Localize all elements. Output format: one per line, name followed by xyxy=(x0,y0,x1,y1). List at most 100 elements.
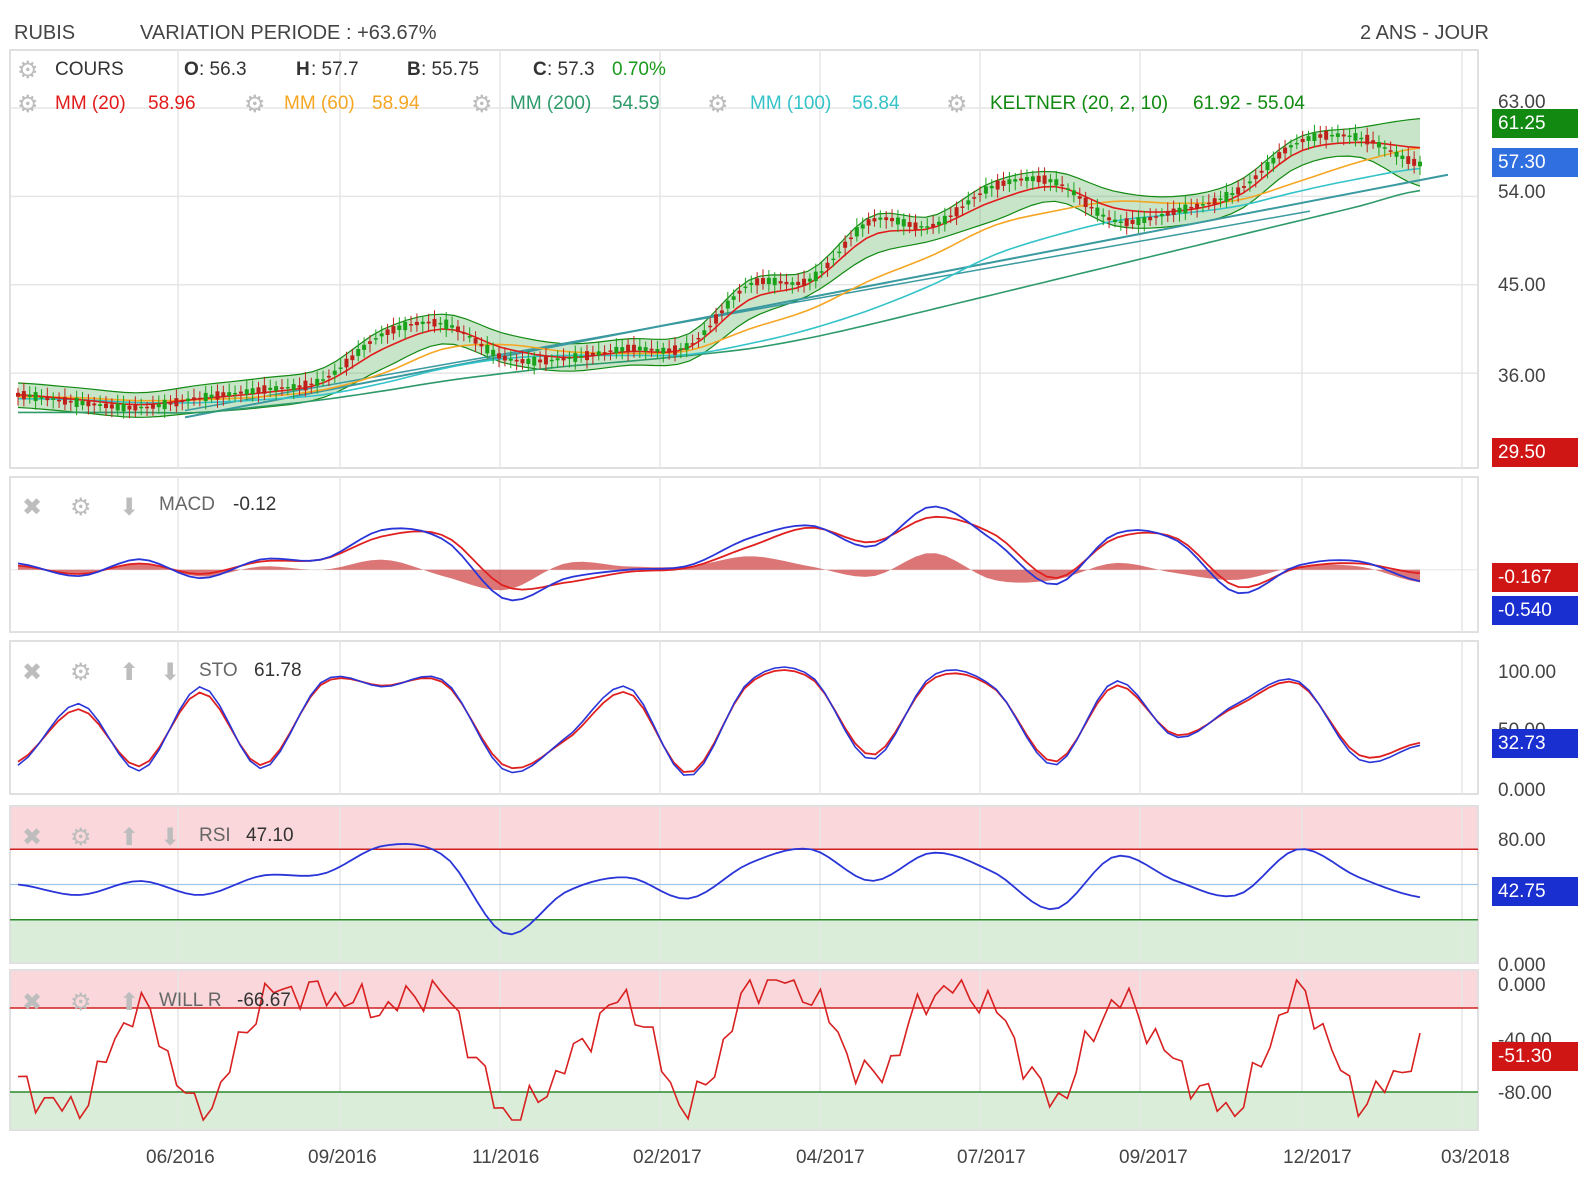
candle-body xyxy=(303,380,308,391)
mm20-value: 58.96 xyxy=(148,93,196,114)
candle-body xyxy=(285,387,290,389)
arrow-up-icon[interactable]: ⬆ xyxy=(119,823,140,851)
gear-icon[interactable]: ⚙ xyxy=(471,90,493,118)
candle-body xyxy=(92,403,97,406)
cours-label: COURS xyxy=(55,59,124,80)
close-icon[interactable]: ✖ xyxy=(22,988,43,1016)
mm200-label: MM (200) xyxy=(510,93,592,114)
gear-icon[interactable]: ⚙ xyxy=(17,90,39,118)
price-tick: 36.00 xyxy=(1498,366,1546,387)
gear-icon[interactable]: ⚙ xyxy=(946,90,968,118)
candle-body xyxy=(913,222,918,230)
candle-body xyxy=(948,215,953,218)
candle-body xyxy=(972,197,977,199)
willr-tick: 0.000 xyxy=(1498,975,1546,996)
candle-body xyxy=(1312,133,1317,141)
arrow-up-icon[interactable]: ⬆ xyxy=(119,658,140,686)
candle-body xyxy=(520,359,525,364)
candle-body xyxy=(455,326,460,332)
high-value: : 57.7 xyxy=(311,59,359,80)
candle-body xyxy=(426,321,431,324)
arrow-down-icon[interactable]: ⬇ xyxy=(160,823,181,851)
candle-body xyxy=(1371,140,1376,144)
candle-body xyxy=(168,403,173,405)
candle-body xyxy=(1130,219,1135,225)
candle-body xyxy=(872,218,877,222)
candle-body xyxy=(1347,135,1352,138)
candle-body xyxy=(350,355,355,361)
candle-body xyxy=(608,350,613,352)
period-selector[interactable]: 2 ANS - JOUR xyxy=(1360,22,1489,44)
close-icon[interactable]: ✖ xyxy=(22,658,43,686)
willr-oversold-zone xyxy=(11,1092,1477,1129)
candle-body xyxy=(1083,197,1088,208)
candle-body xyxy=(514,359,519,362)
x-tick: 03/2018 xyxy=(1441,1147,1510,1168)
sto-badge: 32.73 xyxy=(1492,729,1578,758)
candle-body xyxy=(1124,218,1129,227)
candle-body xyxy=(954,207,959,217)
rsi-tick: 80.00 xyxy=(1498,830,1546,851)
willr-value: -66.67 xyxy=(237,990,291,1011)
candle-body xyxy=(197,397,202,400)
gear-icon[interactable]: ⚙ xyxy=(70,493,92,521)
candle-body xyxy=(438,322,443,325)
candle-body xyxy=(1230,193,1235,196)
candle-body xyxy=(1112,219,1117,223)
candle-body xyxy=(321,379,326,381)
close-icon[interactable]: ✖ xyxy=(22,493,43,521)
price-tick: 45.00 xyxy=(1498,275,1546,296)
candle-body xyxy=(344,358,349,368)
gear-icon[interactable]: ⚙ xyxy=(70,658,92,686)
candle-body xyxy=(831,258,836,261)
candle-body xyxy=(649,348,654,351)
x-tick: 09/2016 xyxy=(308,1147,377,1168)
gear-icon[interactable]: ⚙ xyxy=(70,988,92,1016)
rsi-badge: 42.75 xyxy=(1492,877,1578,906)
arrow-down-icon[interactable]: ⬇ xyxy=(160,658,181,686)
trendline-support xyxy=(184,173,1449,419)
candle-body xyxy=(907,222,912,227)
candle-body xyxy=(1066,188,1071,190)
candle-body xyxy=(1247,181,1252,184)
candle-body xyxy=(596,351,601,356)
close-icon[interactable]: ✖ xyxy=(22,823,43,851)
candle-body xyxy=(203,392,208,402)
candle-body xyxy=(74,397,79,407)
candle-body xyxy=(655,348,660,352)
candle-body xyxy=(233,392,238,395)
candle-body xyxy=(549,359,554,362)
candle-body xyxy=(1412,158,1417,166)
gear-icon[interactable]: ⚙ xyxy=(707,90,729,118)
candle-body xyxy=(614,346,619,354)
candle-body xyxy=(145,406,150,409)
candle-body xyxy=(1206,202,1211,205)
candle-body xyxy=(362,344,367,350)
low-price-badge: 29.50 xyxy=(1492,438,1578,467)
candle-body xyxy=(186,398,191,402)
candle-body xyxy=(848,237,853,240)
candle-body xyxy=(109,404,114,409)
candle-body xyxy=(784,281,789,285)
candle-body xyxy=(215,391,220,400)
macd-signal-badge: -0.167 xyxy=(1492,563,1578,592)
arrow-down-icon[interactable]: ⬇ xyxy=(119,493,140,521)
gear-icon[interactable]: ⚙ xyxy=(70,823,92,851)
keltner-value: 61.92 - 55.04 xyxy=(1193,93,1305,114)
x-tick: 06/2016 xyxy=(146,1147,215,1168)
candle-body xyxy=(391,326,396,334)
candle-body xyxy=(397,325,402,330)
candle-body xyxy=(878,217,883,220)
gear-icon[interactable]: ⚙ xyxy=(244,90,266,118)
x-tick: 07/2017 xyxy=(957,1147,1026,1168)
arrow-up-icon[interactable]: ⬆ xyxy=(119,988,140,1016)
candle-body xyxy=(854,227,859,237)
x-tick: 11/2016 xyxy=(472,1147,540,1168)
candle-body xyxy=(279,387,284,389)
sto-tick: 100.00 xyxy=(1498,662,1557,683)
candle-body xyxy=(778,281,783,284)
candle-body xyxy=(133,404,138,411)
candle-body xyxy=(1294,142,1299,145)
candle-body xyxy=(708,325,713,328)
gear-icon[interactable]: ⚙ xyxy=(17,56,39,84)
